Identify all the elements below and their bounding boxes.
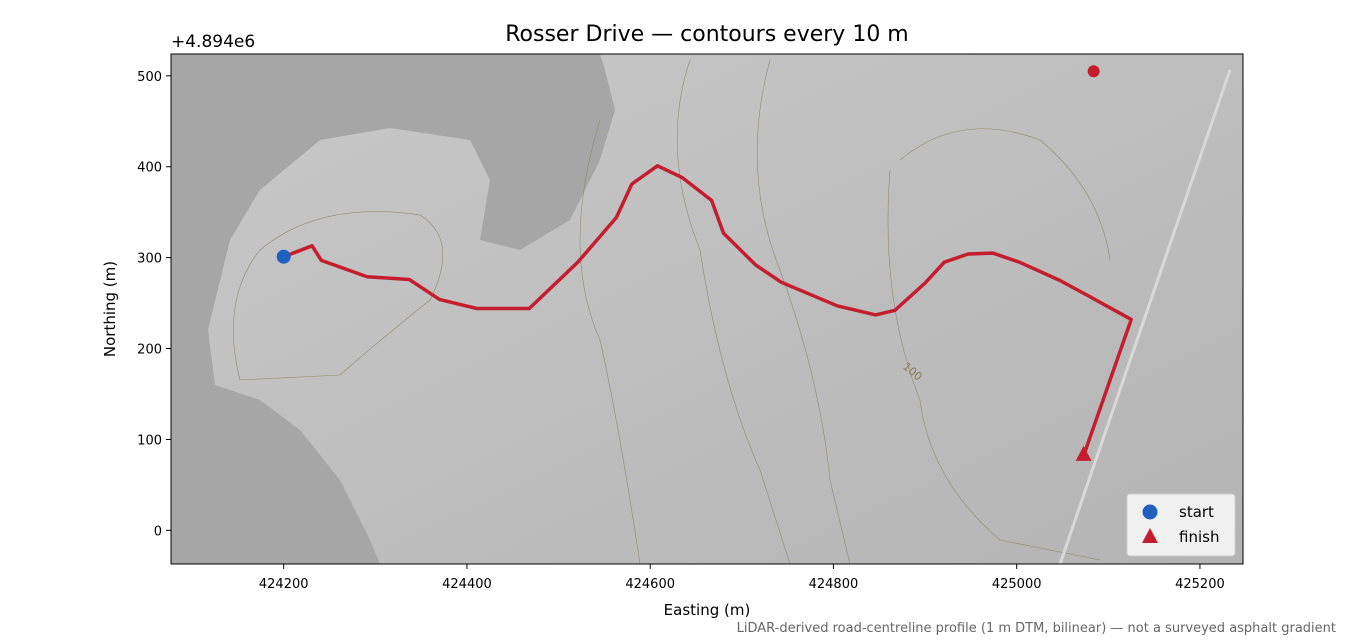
x-tick-label: 424400 — [442, 577, 492, 592]
legend-label: start — [1179, 503, 1214, 521]
y-tick-label: 300 — [137, 252, 162, 267]
legend-label: finish — [1179, 528, 1219, 546]
y-axis-label: Northing (m) — [101, 261, 119, 357]
x-tick-label: 424200 — [259, 577, 309, 592]
legend: start finish — [1126, 493, 1236, 557]
x-tick-label: 424600 — [625, 577, 675, 592]
x-tick-label: 425200 — [1175, 577, 1225, 592]
y-tick-label: 200 — [137, 343, 162, 358]
y-tick-label: 0 — [154, 524, 162, 539]
marker-circle — [276, 249, 291, 264]
hillshade — [171, 54, 1243, 564]
marker-triangle — [1075, 445, 1092, 461]
legend-symbol — [1142, 528, 1158, 543]
x-tick-label: 424800 — [809, 577, 859, 592]
plot-frame — [170, 53, 1244, 565]
y-tick-label: 100 — [137, 433, 162, 448]
y-offset-label: +4.894e6 — [171, 32, 255, 52]
marker-circle — [1087, 65, 1100, 78]
x-axis-label: Easting (m) — [664, 601, 751, 619]
x-tick-label: 425000 — [992, 577, 1042, 592]
y-tick-label: 500 — [137, 70, 162, 85]
route-line — [283, 164, 1133, 457]
legend-symbol — [1142, 504, 1158, 520]
y-tick-label: 400 — [137, 161, 162, 176]
footnote: LiDAR-derived road-centreline profile (1… — [737, 621, 1336, 636]
chart-title: Rosser Drive — contours every 10 m — [505, 22, 909, 47]
